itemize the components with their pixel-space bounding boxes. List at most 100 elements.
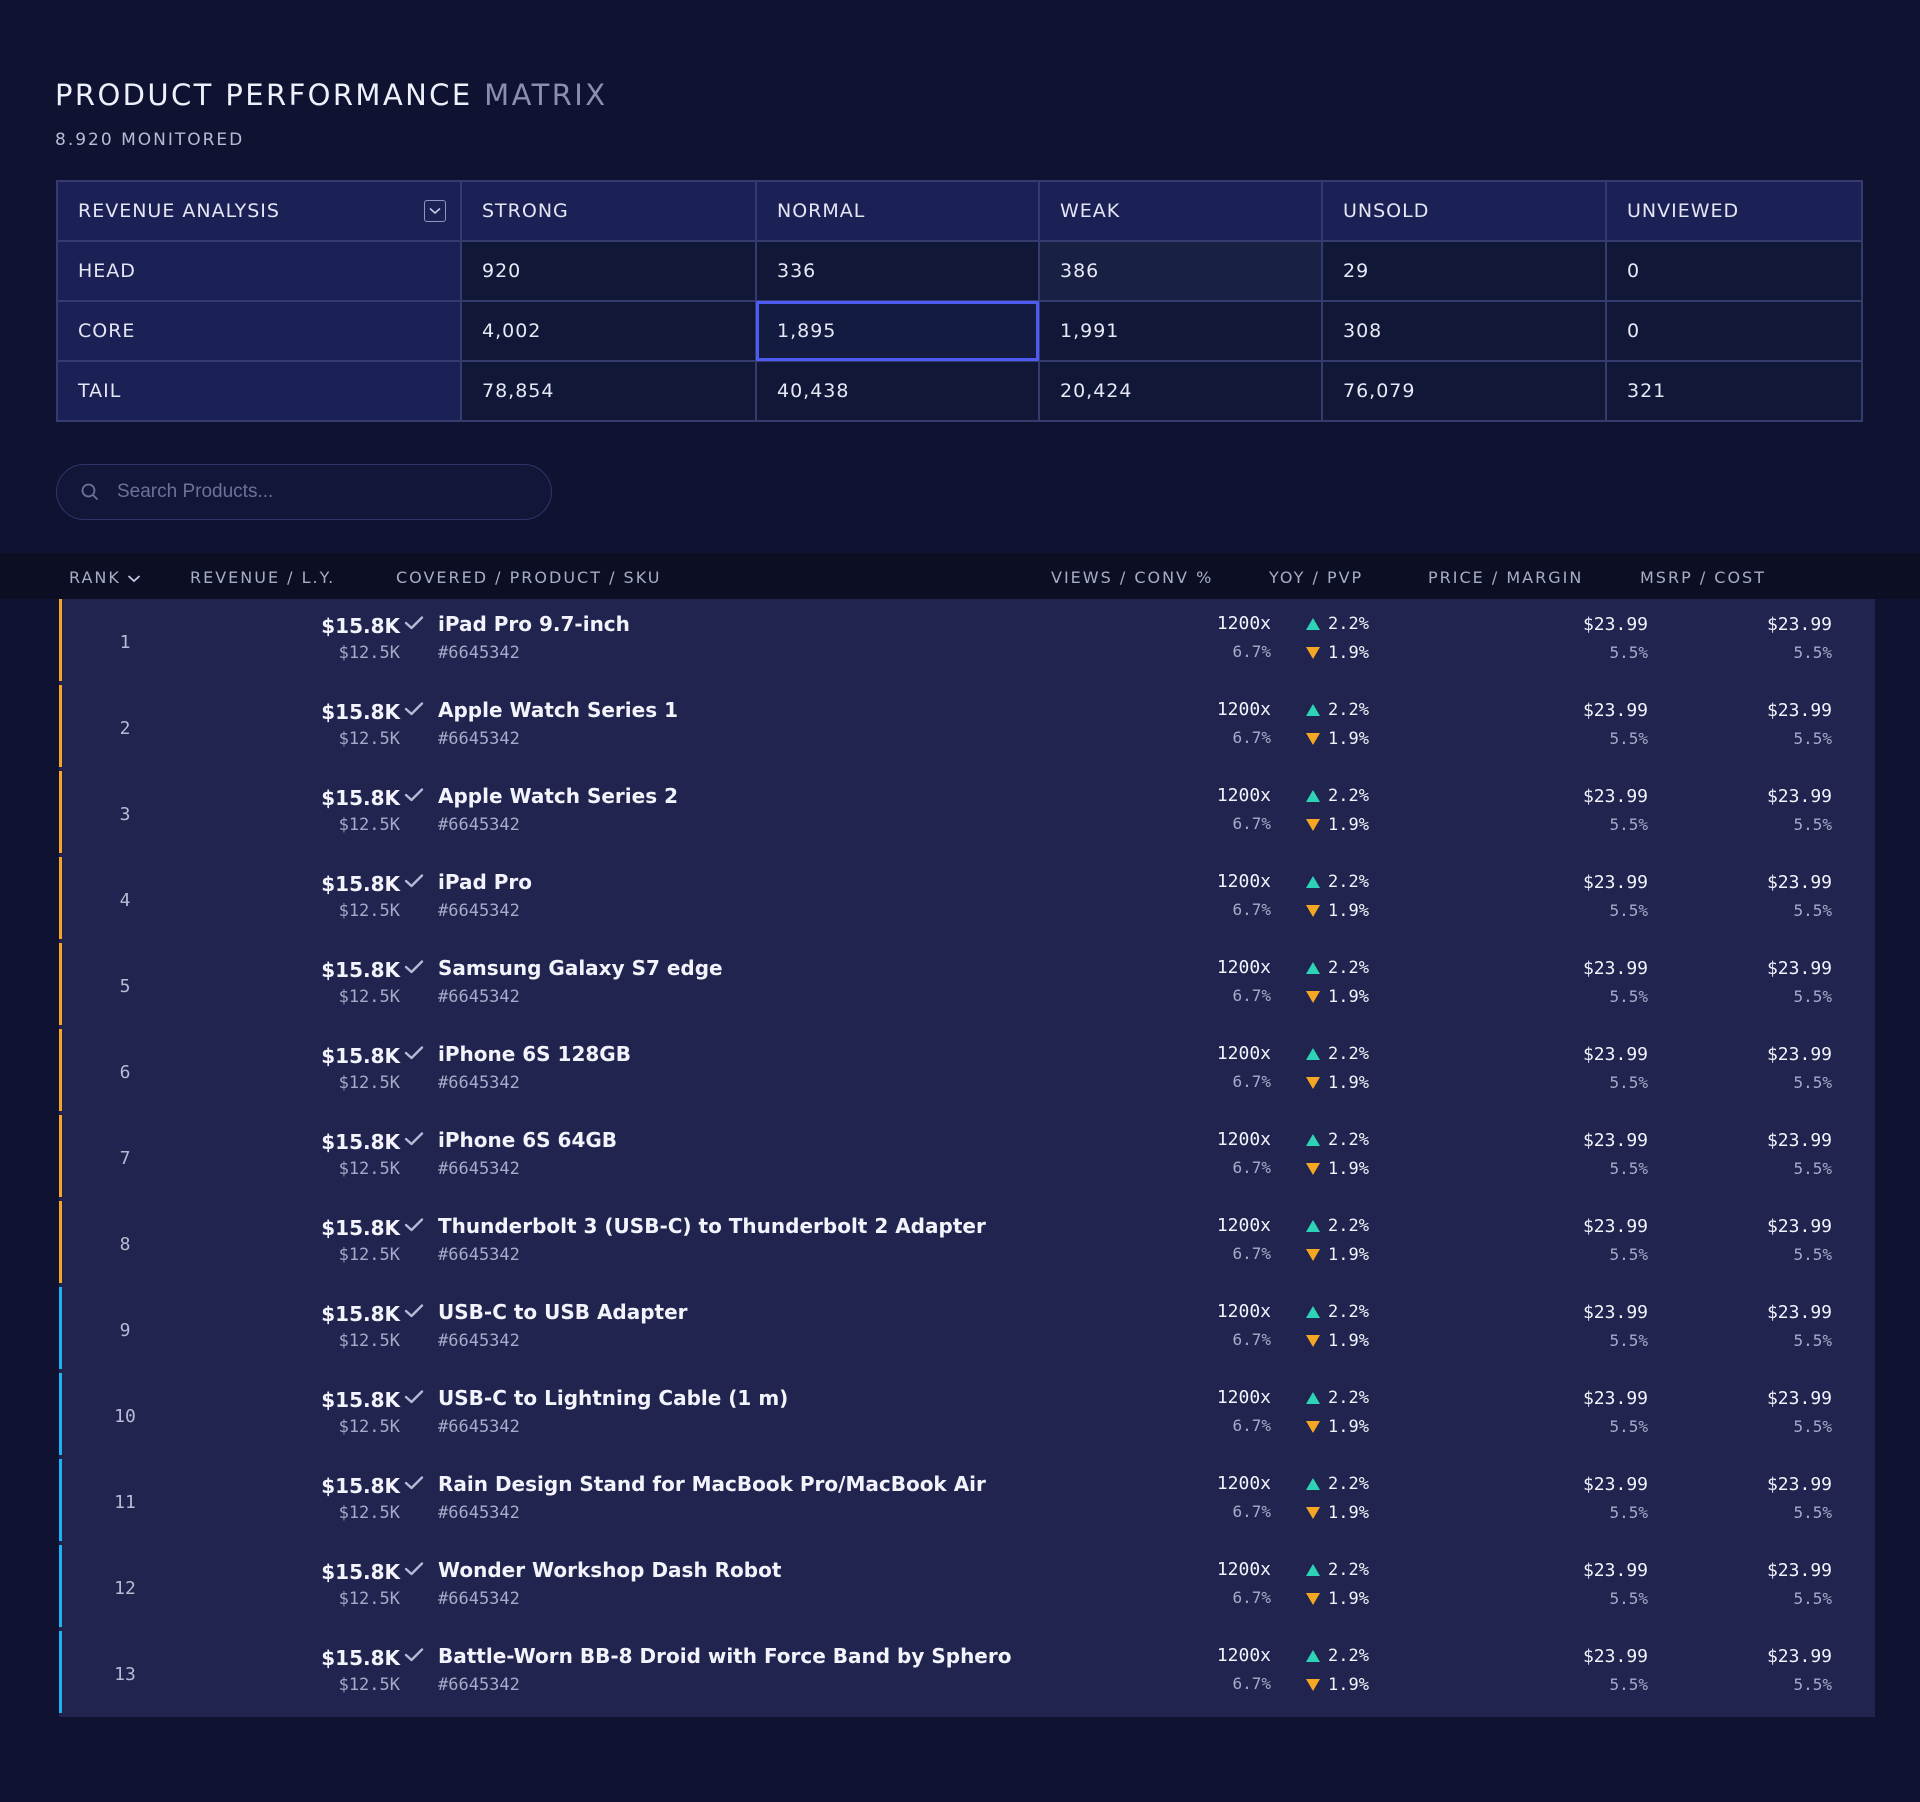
row-rank: 5 xyxy=(119,976,131,997)
matrix-cell[interactable]: 336 xyxy=(755,240,1040,302)
row-views: 1200x xyxy=(1216,1387,1271,1408)
check-icon[interactable] xyxy=(404,1303,424,1319)
check-icon[interactable] xyxy=(404,1131,424,1147)
product-row[interactable]: 3 $15.8K $12.5K Apple Watch Series 2 #664534… xyxy=(59,771,1875,857)
matrix-cell-selected[interactable]: 1,895 xyxy=(755,300,1040,362)
row-revenue: $15.8K xyxy=(321,1388,400,1412)
revenue-analysis-dropdown[interactable]: REVENUE ANALYSIS xyxy=(56,180,462,242)
product-row[interactable]: 7 $15.8K $12.5K iPhone 6S 64GB #6645342 1200x… xyxy=(59,1115,1875,1201)
row-revenue-ly: $12.5K xyxy=(338,1073,400,1093)
price-column-header[interactable]: PRICE / MARGIN xyxy=(1428,568,1584,587)
revenue-analysis-label: REVENUE ANALYSIS xyxy=(78,200,280,222)
matrix-cell[interactable]: 308 xyxy=(1321,300,1607,362)
product-row[interactable]: 11 $15.8K $12.5K Rain Design Stand for MacB… xyxy=(59,1459,1875,1545)
product-row[interactable]: 8 $15.8K $12.5K Thunderbolt 3 (USB-C) to Th… xyxy=(59,1201,1875,1287)
check-icon[interactable] xyxy=(404,1217,424,1233)
row-product-name[interactable]: Samsung Galaxy S7 edge xyxy=(438,956,723,980)
matrix-col-unviewed[interactable]: UNVIEWED xyxy=(1605,180,1863,242)
row-cost: 5.5% xyxy=(1793,987,1832,1006)
row-price: $23.99 xyxy=(1582,700,1648,721)
matrix-cell[interactable]: 76,079 xyxy=(1321,360,1607,422)
row-product-name[interactable]: iPhone 6S 64GB xyxy=(438,1128,618,1152)
product-row[interactable]: 4 $15.8K $12.5K iPad Pro #6645342 1200x 6.7% 2.… xyxy=(59,857,1875,943)
triangle-down-icon xyxy=(1306,1421,1320,1433)
row-product-name[interactable]: Apple Watch Series 1 xyxy=(438,698,678,722)
row-product-name[interactable]: iPhone 6S 128GB xyxy=(438,1042,631,1066)
matrix-cell[interactable]: 920 xyxy=(460,240,757,302)
page-title-muted: MATRIX xyxy=(484,78,608,112)
matrix-cell[interactable]: 29 xyxy=(1321,240,1607,302)
views-column-header[interactable]: VIEWS / CONV % xyxy=(1051,568,1214,587)
product-column-header[interactable]: COVERED / PRODUCT / SKU xyxy=(396,568,662,587)
row-product-name[interactable]: Apple Watch Series 2 xyxy=(438,784,678,808)
check-icon[interactable] xyxy=(404,701,424,717)
search-box[interactable] xyxy=(56,464,552,520)
rank-header-label: RANK xyxy=(69,568,121,587)
matrix-cell[interactable]: 0 xyxy=(1605,240,1863,302)
row-yoy-value: 2.2% xyxy=(1328,786,1369,806)
product-row[interactable]: 1 $15.8K $12.5K iPad Pro 9.7-inch #6645342 12… xyxy=(59,599,1875,685)
matrix-cell[interactable]: 386 xyxy=(1038,240,1323,302)
triangle-up-icon xyxy=(1306,876,1320,888)
matrix-cell[interactable]: 1,991 xyxy=(1038,300,1323,362)
row-pvp-value: 1.9% xyxy=(1328,987,1369,1007)
row-pvp: 1.9% xyxy=(1306,1245,1369,1265)
row-yoy-value: 2.2% xyxy=(1328,1302,1369,1322)
row-product-name[interactable]: Wonder Workshop Dash Robot xyxy=(438,1558,782,1582)
row-status-bar xyxy=(59,1631,62,1713)
product-row[interactable]: 9 $15.8K $12.5K USB-C to USB Adapter #664534… xyxy=(59,1287,1875,1373)
check-icon[interactable] xyxy=(404,1475,424,1491)
row-product-name[interactable]: iPad Pro xyxy=(438,870,533,894)
row-yoy-value: 2.2% xyxy=(1328,614,1369,634)
row-product-name[interactable]: Battle-Worn BB-8 Droid with Force Band b… xyxy=(438,1644,1012,1668)
check-icon[interactable] xyxy=(404,873,424,889)
check-icon[interactable] xyxy=(404,1045,424,1061)
check-icon[interactable] xyxy=(404,615,424,631)
matrix-col-strong[interactable]: STRONG xyxy=(460,180,757,242)
matrix-col-unsold[interactable]: UNSOLD xyxy=(1321,180,1607,242)
matrix-cell[interactable]: 4,002 xyxy=(460,300,757,362)
triangle-down-icon xyxy=(1306,1593,1320,1605)
row-msrp: $23.99 xyxy=(1766,1474,1832,1495)
matrix-cell[interactable]: 20,424 xyxy=(1038,360,1323,422)
row-sku: #6645342 xyxy=(438,1675,520,1695)
row-product-name[interactable]: USB-C to Lightning Cable (1 m) xyxy=(438,1386,789,1410)
yoy-column-header[interactable]: YOY / PVP xyxy=(1269,568,1364,587)
row-pvp: 1.9% xyxy=(1306,1073,1369,1093)
check-icon[interactable] xyxy=(404,1647,424,1663)
matrix-cell[interactable]: 321 xyxy=(1605,360,1863,422)
msrp-column-header[interactable]: MSRP / COST xyxy=(1640,568,1766,587)
check-icon[interactable] xyxy=(404,1561,424,1577)
search-input[interactable] xyxy=(115,480,539,504)
row-status-bar xyxy=(59,771,62,853)
row-cost: 5.5% xyxy=(1793,815,1832,834)
matrix-cell[interactable]: 0 xyxy=(1605,300,1863,362)
product-row[interactable]: 6 $15.8K $12.5K iPhone 6S 128GB #6645342 1200… xyxy=(59,1029,1875,1115)
page-title: PRODUCT PERFORMANCE MATRIX xyxy=(55,78,607,112)
row-sku: #6645342 xyxy=(438,1503,520,1523)
row-revenue: $15.8K xyxy=(321,1216,400,1240)
matrix-col-normal[interactable]: NORMAL xyxy=(755,180,1040,242)
row-yoy-value: 2.2% xyxy=(1328,872,1369,892)
product-row[interactable]: 2 $15.8K $12.5K Apple Watch Series 1 #664534… xyxy=(59,685,1875,771)
check-icon[interactable] xyxy=(404,1389,424,1405)
product-row[interactable]: 12 $15.8K $12.5K Wonder Workshop Dash Robot… xyxy=(59,1545,1875,1631)
check-icon[interactable] xyxy=(404,787,424,803)
chevron-down-icon[interactable] xyxy=(424,200,446,222)
row-conversion: 6.7% xyxy=(1232,1330,1271,1349)
matrix-cell[interactable]: 40,438 xyxy=(755,360,1040,422)
check-icon[interactable] xyxy=(404,959,424,975)
row-pvp-value: 1.9% xyxy=(1328,1073,1369,1093)
matrix-cell[interactable]: 78,854 xyxy=(460,360,757,422)
row-product-name[interactable]: USB-C to USB Adapter xyxy=(438,1300,688,1324)
row-product-name[interactable]: Rain Design Stand for MacBook Pro/MacBoo… xyxy=(438,1472,986,1496)
revenue-column-header[interactable]: REVENUE / L.Y. xyxy=(190,568,336,587)
row-pvp-value: 1.9% xyxy=(1328,1675,1369,1695)
product-row[interactable]: 10 $15.8K $12.5K USB-C to Lightning Cable (… xyxy=(59,1373,1875,1459)
rank-sort-header[interactable]: RANK xyxy=(69,568,141,587)
product-row[interactable]: 5 $15.8K $12.5K Samsung Galaxy S7 edge #6645… xyxy=(59,943,1875,1029)
product-row[interactable]: 13 $15.8K $12.5K Battle-Worn BB-8 Droid wit… xyxy=(59,1631,1875,1717)
row-product-name[interactable]: Thunderbolt 3 (USB-C) to Thunderbolt 2 A… xyxy=(438,1214,986,1238)
matrix-col-weak[interactable]: WEAK xyxy=(1038,180,1323,242)
row-product-name[interactable]: iPad Pro 9.7-inch xyxy=(438,612,630,636)
